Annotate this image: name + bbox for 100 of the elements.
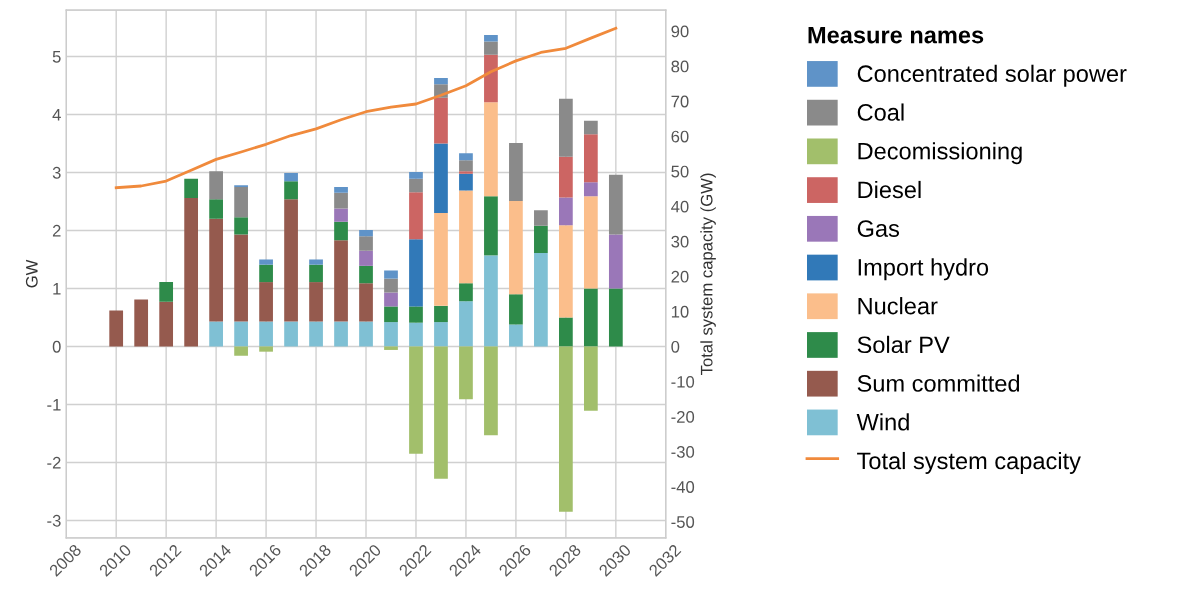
y2-tick-label: 80 bbox=[671, 60, 689, 73]
bar bbox=[608, 234, 623, 289]
y2-tick-label: 90 bbox=[671, 25, 689, 38]
y-tick-label: 0 bbox=[52, 340, 61, 353]
bar bbox=[559, 197, 573, 226]
bar bbox=[559, 225, 573, 318]
bar bbox=[583, 134, 598, 183]
bar bbox=[209, 321, 223, 347]
y-tick-label: 4 bbox=[52, 109, 61, 121]
bar bbox=[583, 120, 598, 135]
y2-tick-label: 10 bbox=[671, 305, 689, 318]
bar bbox=[559, 156, 573, 198]
bar bbox=[184, 178, 199, 198]
bar bbox=[234, 217, 248, 235]
bar bbox=[434, 346, 448, 479]
bar bbox=[484, 255, 498, 347]
bar bbox=[409, 171, 423, 179]
bar bbox=[459, 301, 473, 347]
bar bbox=[409, 178, 423, 193]
bar bbox=[509, 324, 523, 347]
bar bbox=[384, 270, 398, 279]
bar bbox=[384, 322, 398, 347]
y2-tick-label: 70 bbox=[671, 95, 689, 108]
bar bbox=[509, 200, 523, 295]
bar bbox=[309, 282, 323, 322]
legend-label: Nuclear bbox=[858, 297, 938, 315]
bar bbox=[334, 221, 348, 241]
bar bbox=[434, 305, 448, 323]
bar bbox=[209, 171, 223, 200]
bar bbox=[583, 182, 598, 197]
bar bbox=[484, 54, 498, 103]
y2-tick-label: 0 bbox=[671, 340, 680, 353]
bar bbox=[234, 346, 248, 356]
y2-tick-label: 20 bbox=[671, 270, 689, 283]
bar bbox=[384, 292, 398, 307]
legend-label: Gas bbox=[857, 220, 900, 237]
bar bbox=[534, 225, 548, 254]
bar bbox=[259, 259, 273, 265]
bar bbox=[359, 229, 373, 237]
bar bbox=[234, 234, 248, 322]
bar bbox=[359, 236, 373, 251]
y2-tick-label: -20 bbox=[671, 411, 695, 423]
bar bbox=[583, 288, 598, 347]
y-tick-label: 1 bbox=[53, 283, 61, 295]
bar bbox=[509, 294, 523, 325]
y2-tick-label: -50 bbox=[671, 516, 695, 528]
bar bbox=[334, 186, 348, 193]
y2-tick-label: 40 bbox=[671, 200, 689, 213]
bar bbox=[608, 174, 623, 235]
bar bbox=[459, 173, 473, 191]
bar bbox=[334, 192, 348, 209]
bar bbox=[534, 210, 548, 226]
y-tick-label: -3 bbox=[47, 514, 61, 527]
y-tick-label: -1 bbox=[47, 399, 61, 411]
bar bbox=[583, 196, 598, 289]
bar bbox=[334, 208, 348, 222]
bar bbox=[384, 306, 398, 323]
y2-tick-label: 30 bbox=[671, 235, 689, 248]
bar bbox=[359, 265, 373, 284]
legend-label: Solar PV bbox=[857, 335, 950, 354]
bar bbox=[209, 218, 223, 322]
bar bbox=[384, 346, 398, 350]
y2-tick-label: 60 bbox=[671, 130, 689, 143]
bar bbox=[434, 322, 448, 347]
bar bbox=[434, 97, 448, 144]
bar bbox=[484, 346, 498, 436]
bar bbox=[259, 321, 273, 347]
bar bbox=[559, 98, 573, 157]
bar bbox=[209, 199, 223, 219]
bar bbox=[484, 35, 498, 42]
y2-tick-label: -10 bbox=[671, 375, 695, 388]
bar bbox=[309, 321, 323, 347]
bar bbox=[459, 190, 473, 284]
bar bbox=[459, 160, 473, 172]
bar bbox=[284, 173, 298, 182]
bar bbox=[484, 41, 498, 55]
bar bbox=[234, 186, 248, 218]
bar bbox=[459, 153, 473, 161]
bar bbox=[409, 322, 423, 347]
bar bbox=[459, 283, 473, 302]
y-tick-label: 3 bbox=[52, 166, 61, 179]
bar bbox=[409, 239, 423, 307]
legend-label: Decomissioning bbox=[858, 142, 1022, 165]
bar bbox=[409, 306, 423, 323]
bar bbox=[409, 346, 423, 454]
y2-tick-label: -40 bbox=[671, 481, 695, 493]
bar bbox=[484, 102, 498, 197]
legend-label: Sum committed bbox=[857, 374, 1020, 392]
y-tick-label: 2 bbox=[52, 224, 61, 237]
bar bbox=[434, 143, 448, 214]
bar bbox=[159, 282, 174, 302]
bar bbox=[359, 283, 373, 322]
bar bbox=[434, 77, 448, 85]
legend-label: Import hydro bbox=[858, 258, 989, 281]
bar bbox=[559, 317, 573, 347]
bar bbox=[184, 197, 199, 347]
bar bbox=[509, 142, 523, 201]
bar bbox=[359, 321, 373, 347]
bar bbox=[459, 171, 473, 174]
bar bbox=[384, 278, 398, 293]
